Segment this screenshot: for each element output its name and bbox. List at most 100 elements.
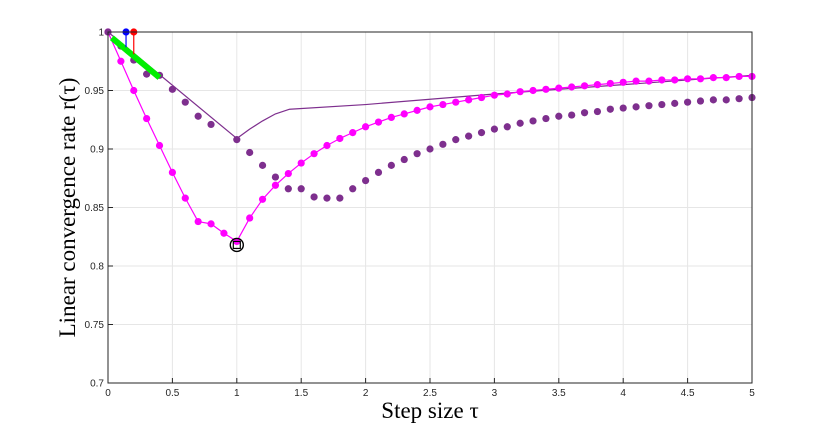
- series-1-point: [722, 74, 730, 82]
- y-tick-label: 0.75: [85, 320, 105, 331]
- series-2-point: [632, 103, 640, 111]
- grid: [107, 31, 753, 384]
- series-1-point: [658, 76, 666, 84]
- x-tick-label: 5: [749, 388, 755, 399]
- series-1-point: [297, 159, 305, 167]
- series-2-point: [362, 176, 370, 185]
- series-2-point: [246, 148, 254, 157]
- series-1-point: [490, 91, 498, 99]
- x-tick-label: 3.5: [552, 388, 566, 399]
- series-1-point: [387, 113, 395, 122]
- series-2-point: [284, 185, 292, 193]
- series-2-point: [568, 111, 576, 119]
- y-tick-label: 0.7: [90, 379, 104, 390]
- series-2-point: [619, 104, 627, 112]
- x-tick-label: 2: [363, 388, 369, 399]
- series-1-point: [400, 110, 408, 118]
- series-1-point: [426, 103, 434, 111]
- series-1-point: [374, 118, 383, 126]
- series-2-point: [387, 161, 395, 169]
- series-1-point: [645, 77, 653, 85]
- series-1-point: [310, 150, 318, 158]
- series-2-point: [529, 117, 537, 125]
- series-1-point: [143, 114, 151, 123]
- series-1-point: [452, 98, 460, 106]
- series-1-point: [207, 220, 215, 228]
- series-1-point: [503, 90, 511, 98]
- y-axis-label: Linear convergence rate r(τ): [55, 78, 80, 338]
- series-2-point: [709, 96, 717, 104]
- y-tick-label: 0.9: [90, 145, 104, 156]
- x-tick-label: 2.5: [423, 388, 437, 399]
- x-tick-label: 4.5: [681, 388, 695, 399]
- series-2-point: [258, 161, 267, 169]
- series-2-point: [310, 193, 318, 201]
- series-1-point: [130, 86, 138, 95]
- series-2-point: [297, 185, 305, 193]
- y-tick-label: 0.95: [85, 86, 105, 97]
- series-2-point: [490, 125, 498, 133]
- series-1-point: [555, 84, 563, 92]
- series-1-point: [619, 78, 627, 86]
- series-1-point: [362, 123, 370, 131]
- y-tick-label: 0.85: [85, 203, 105, 214]
- series-1-point: [258, 195, 267, 203]
- tick-labels: 0 0.5 1 1.5 2 2.5 3 3.5 4 4.5 5 0.7 0.75 0.8 0.85 0.9 0.…: [85, 28, 756, 400]
- minimum-square-marker: [232, 240, 241, 250]
- series-1-point: [632, 77, 640, 85]
- series-2-point: [580, 109, 589, 117]
- y-tick-label: 0.8: [90, 262, 104, 273]
- series-2-point: [181, 98, 189, 106]
- series-1-point: [271, 181, 280, 189]
- x-axis-label: Step size τ: [381, 398, 478, 423]
- series-1-point: [194, 217, 202, 226]
- series-2-point: [696, 97, 705, 105]
- series-3-line: [109, 35, 162, 80]
- x-tick-label: 0: [105, 388, 111, 399]
- series-2-point: [645, 102, 653, 110]
- series-2-point: [477, 129, 486, 137]
- series-1-point: [671, 76, 679, 84]
- series-2-point: [374, 168, 383, 176]
- series-1-point: [696, 75, 705, 83]
- series-1-point: [516, 88, 524, 96]
- series-2-point: [207, 120, 215, 129]
- series-1-point: [542, 85, 550, 93]
- series-1-point: [181, 194, 189, 202]
- series-1-point: [684, 75, 692, 83]
- series-2-point: [323, 194, 331, 202]
- series-2-point: [606, 105, 614, 113]
- series-2-point: [233, 136, 241, 144]
- series-1-point: [580, 82, 589, 90]
- series-1-point: [465, 96, 473, 104]
- series-1-point: [323, 141, 331, 150]
- series-2-point: [452, 136, 460, 144]
- x-tick-label: 1.5: [294, 388, 308, 399]
- series-1-point: [606, 79, 614, 88]
- series-1-point: [477, 93, 486, 102]
- series-1-point: [709, 74, 717, 82]
- y-tick-label: 1: [98, 28, 104, 39]
- series-2-point: [684, 98, 692, 106]
- x-tick-label: 1: [234, 388, 240, 399]
- series-2-point: [400, 155, 408, 164]
- series-2-point: [465, 132, 473, 140]
- series-1-point: [168, 168, 176, 176]
- series-1-point: [246, 214, 254, 222]
- series-2-point: [671, 99, 679, 107]
- series-2-point: [336, 194, 344, 202]
- series-1-point: [413, 106, 421, 114]
- series-2-point: [722, 96, 730, 104]
- series-1-point: [155, 141, 164, 150]
- series-1-point: [336, 134, 344, 143]
- series-1-point: [735, 72, 743, 81]
- series-2-point: [271, 173, 280, 181]
- series-1-point: [568, 83, 576, 91]
- series-2-point: [426, 145, 434, 153]
- series-1-point: [349, 129, 357, 137]
- minimum-circle-marker: [229, 237, 245, 253]
- x-tick-label: 4: [620, 388, 626, 399]
- series-1-point: [220, 229, 228, 237]
- series-2-point: [503, 123, 511, 131]
